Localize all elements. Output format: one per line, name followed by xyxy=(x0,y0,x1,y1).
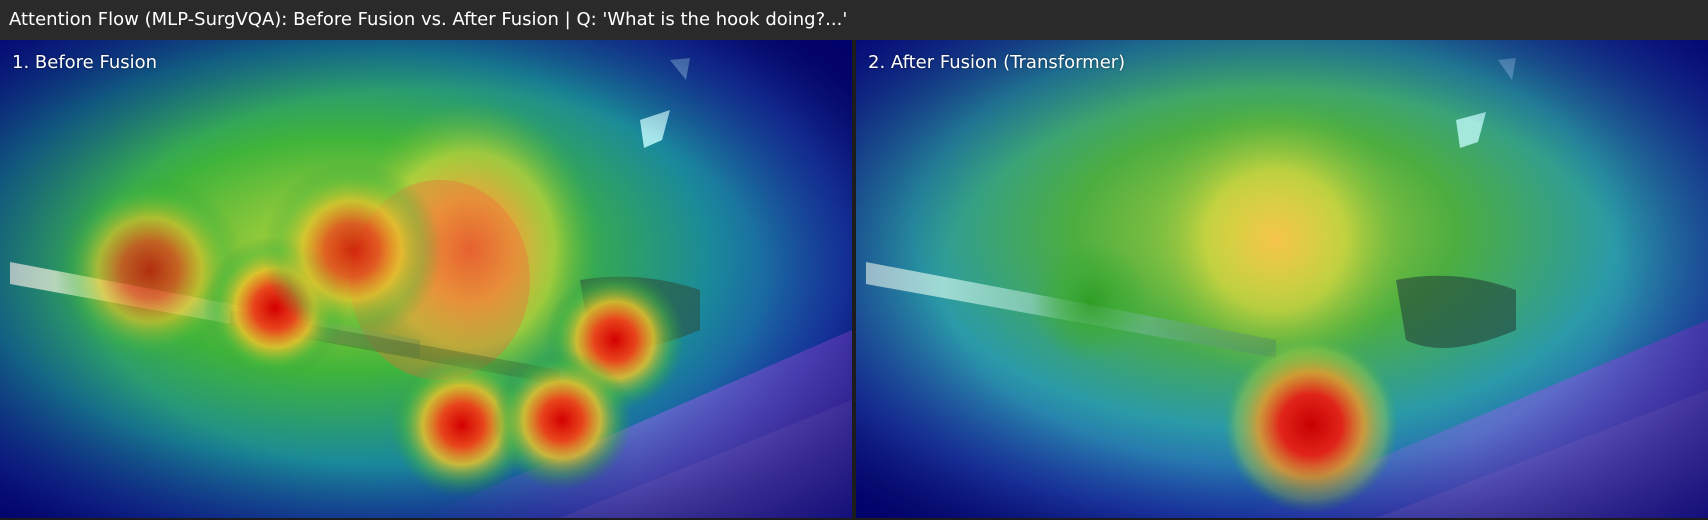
after-fusion-panel: 2. After Fusion (Transformer) xyxy=(856,40,1708,518)
before-fusion-heatmap xyxy=(0,40,852,518)
before-fusion-panel: 1. Before Fusion xyxy=(0,40,852,518)
after-fusion-label: 2. After Fusion (Transformer) xyxy=(868,52,1126,73)
after-fusion-heatmap xyxy=(856,40,1708,518)
figure-title: Attention Flow (MLP-SurgVQA): Before Fus… xyxy=(0,0,1708,40)
before-fusion-label: 1. Before Fusion xyxy=(12,52,158,73)
